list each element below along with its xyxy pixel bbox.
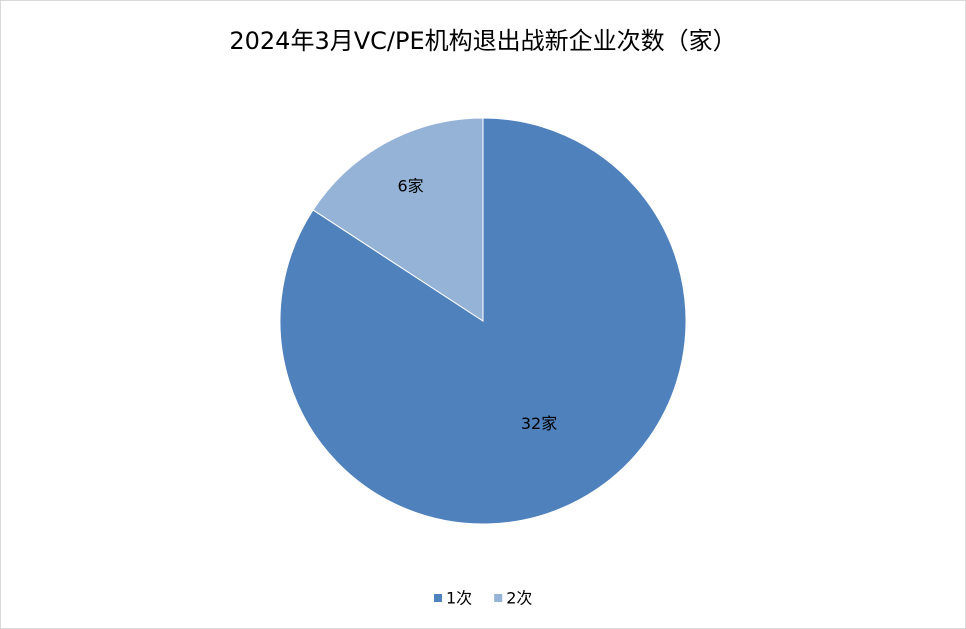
legend-label: 2次: [506, 589, 532, 608]
legend-swatch: [434, 594, 442, 602]
chart-title: 2024年3月VC/PE机构退出战新企业次数（家）: [229, 27, 736, 55]
pie-slice: [312, 117, 484, 322]
legend-swatch: [494, 594, 503, 602]
data-label: 6家: [397, 177, 423, 196]
data-label: 32家: [521, 414, 557, 433]
legend-label: 1次: [446, 589, 472, 608]
